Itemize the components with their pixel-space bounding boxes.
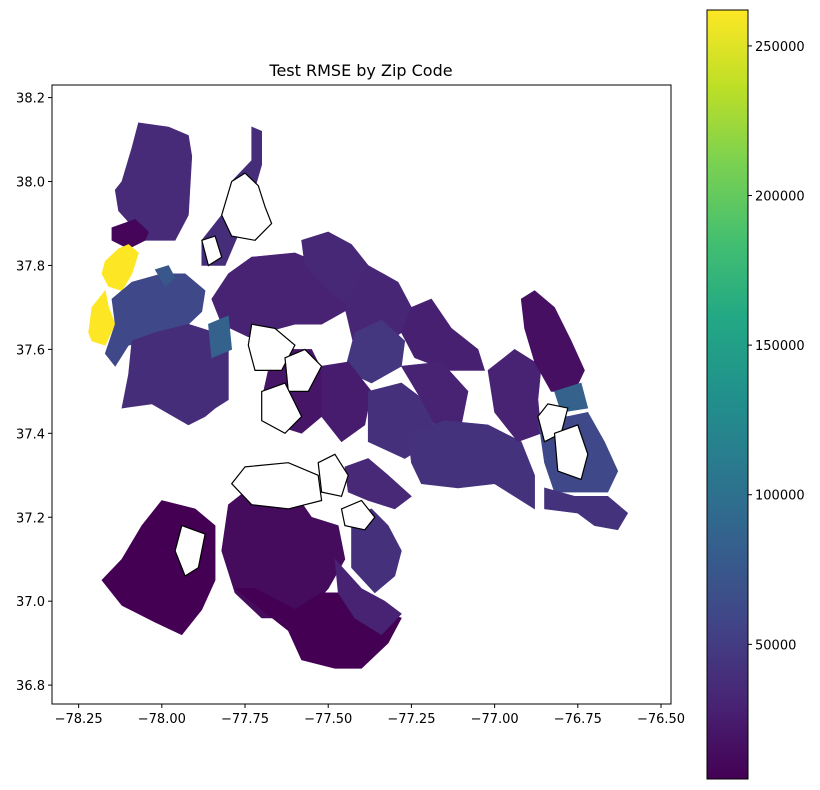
zip-region [520,290,585,392]
colorbar [706,9,749,780]
zip-region [208,315,233,359]
plot-frame [51,84,672,705]
y-axis: 36.8 37.0 37.2 37.4 37.6 37.8 38.0 38.2 [16,92,52,694]
x-tick-label: −77.25 [387,712,435,727]
colorbar-tick-label: 100000 [755,489,805,504]
x-tick-label: −77.00 [471,712,519,727]
x-tick-label: −76.50 [637,712,685,727]
zip-region [114,122,193,241]
zip-region [544,487,629,531]
zip-region [334,558,402,636]
x-tick-label: −77.50 [304,712,352,727]
zip-region-no-data [201,235,223,267]
y-tick-label: 37.0 [16,595,45,610]
zip-region-no-data [221,172,273,241]
map-regions [88,122,629,669]
zip-region [111,218,149,250]
zip-region-no-data [284,348,323,392]
zip-region-no-data [174,524,206,577]
zip-region [104,273,206,367]
colorbar-tick-label: 250000 [755,40,805,55]
zip-region [401,298,486,371]
zip-region-no-data [340,499,376,531]
y-tick-label: 37.2 [16,511,45,526]
zip-region [554,382,589,413]
x-tick-label: −77.75 [221,712,269,727]
zip-region [407,420,535,510]
zip-region-no-data [553,424,589,481]
y-tick-label: 37.6 [16,343,45,358]
colorbar-tick-label: 50000 [755,638,796,653]
zip-region [344,458,412,510]
zip-region-no-data [230,462,323,510]
zip-region [88,289,116,346]
x-tick-label: −78.25 [55,712,103,727]
y-tick-label: 38.2 [16,92,45,107]
y-tick-label: 36.8 [16,679,45,694]
colorbar-tick-label: 200000 [755,190,805,205]
zip-region-no-data [261,382,303,435]
zip-region-no-data [247,323,296,371]
zip-region [487,349,542,443]
x-tick-label: −78.00 [138,712,186,727]
zip-region [321,361,372,443]
zip-region-no-data [317,453,349,497]
x-tick-label: −76.75 [554,712,602,727]
zip-region [101,244,139,291]
chart-title: Test RMSE by Zip Code [268,61,452,80]
colorbar-axis: 50000 100000 150000 200000 250000 [748,40,805,653]
y-tick-label: 38.0 [16,176,45,191]
zip-region [121,323,229,426]
x-axis: −78.25 −78.00 −77.75 −77.50 −77.25 −77.00 −76.… [55,704,685,727]
y-tick-label: 37.4 [16,427,45,442]
y-tick-label: 37.8 [16,259,45,274]
colorbar-tick-label: 150000 [755,339,805,354]
zip-region [154,265,176,287]
